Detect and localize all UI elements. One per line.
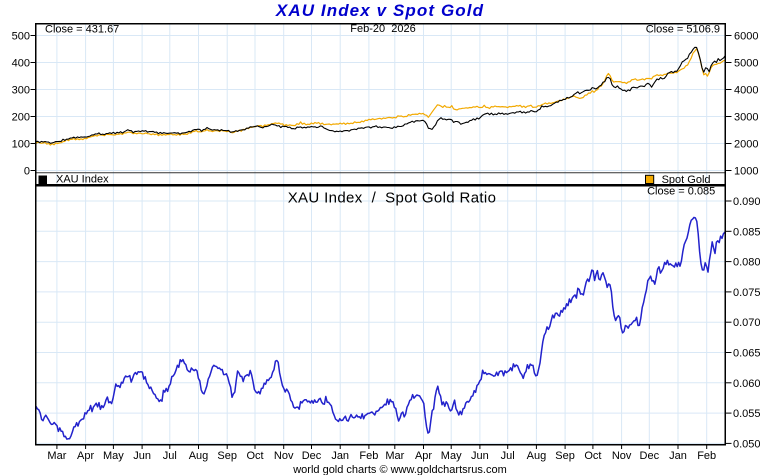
svg-text:300: 300 xyxy=(12,85,30,97)
svg-text:0.090: 0.090 xyxy=(733,196,760,208)
svg-text:XAU Index: XAU Index xyxy=(56,174,109,186)
svg-text:Feb: Feb xyxy=(359,450,378,462)
svg-text:Feb: Feb xyxy=(697,450,716,462)
svg-text:Jun: Jun xyxy=(133,450,151,462)
svg-text:Oct: Oct xyxy=(584,450,601,462)
svg-text:0.050: 0.050 xyxy=(733,438,760,450)
svg-text:May: May xyxy=(103,450,124,462)
svg-text:Aug: Aug xyxy=(189,450,209,462)
svg-text:Feb-20 2026: Feb-20 2026 xyxy=(350,23,415,35)
svg-text:Jul: Jul xyxy=(163,450,177,462)
svg-text:0.075: 0.075 xyxy=(733,287,760,299)
svg-text:0.080: 0.080 xyxy=(733,257,760,269)
svg-text:4000: 4000 xyxy=(734,85,758,97)
svg-text:XAU Index v Spot Gold: XAU Index v Spot Gold xyxy=(275,1,484,20)
svg-text:Dec: Dec xyxy=(640,450,660,462)
svg-text:Apr: Apr xyxy=(77,450,94,462)
svg-text:Mar: Mar xyxy=(47,450,66,462)
svg-text:0.085: 0.085 xyxy=(733,226,760,238)
svg-text:200: 200 xyxy=(12,112,30,124)
svg-text:100: 100 xyxy=(12,139,30,151)
svg-text:5000: 5000 xyxy=(734,58,758,70)
svg-text:6000: 6000 xyxy=(734,31,758,43)
svg-text:Oct: Oct xyxy=(246,450,263,462)
svg-text:Nov: Nov xyxy=(612,450,632,462)
svg-text:2000: 2000 xyxy=(734,139,758,151)
svg-text:Dec: Dec xyxy=(302,450,322,462)
svg-text:0.065: 0.065 xyxy=(733,348,760,360)
svg-text:1000: 1000 xyxy=(734,166,758,178)
svg-text:world gold charts © www.goldch: world gold charts © www.goldchartsrus.co… xyxy=(292,464,507,475)
svg-text:0: 0 xyxy=(24,166,30,178)
svg-text:0.070: 0.070 xyxy=(733,317,760,329)
svg-text:Spot Gold: Spot Gold xyxy=(662,174,711,186)
svg-text:Nov: Nov xyxy=(274,450,294,462)
svg-text:Jan: Jan xyxy=(331,450,349,462)
svg-text:0.055: 0.055 xyxy=(733,408,760,420)
svg-text:3000: 3000 xyxy=(734,112,758,124)
svg-text:Close = 431.67: Close = 431.67 xyxy=(45,24,119,36)
svg-text:400: 400 xyxy=(12,58,30,70)
svg-text:XAU Index / Spot Gold Ratio: XAU Index / Spot Gold Ratio xyxy=(288,189,497,206)
svg-text:Mar: Mar xyxy=(385,450,404,462)
svg-text:Jan: Jan xyxy=(669,450,687,462)
svg-text:Close = 5106.9: Close = 5106.9 xyxy=(646,23,720,35)
svg-text:Sep: Sep xyxy=(217,450,237,462)
svg-text:0.060: 0.060 xyxy=(733,378,760,390)
svg-text:Apr: Apr xyxy=(415,450,432,462)
svg-text:Jul: Jul xyxy=(501,450,515,462)
svg-text:Close = 0.085: Close = 0.085 xyxy=(647,186,715,198)
svg-text:May: May xyxy=(441,450,462,462)
svg-text:Aug: Aug xyxy=(527,450,547,462)
svg-text:Jun: Jun xyxy=(471,450,489,462)
svg-text:500: 500 xyxy=(12,31,30,43)
svg-text:Sep: Sep xyxy=(555,450,575,462)
